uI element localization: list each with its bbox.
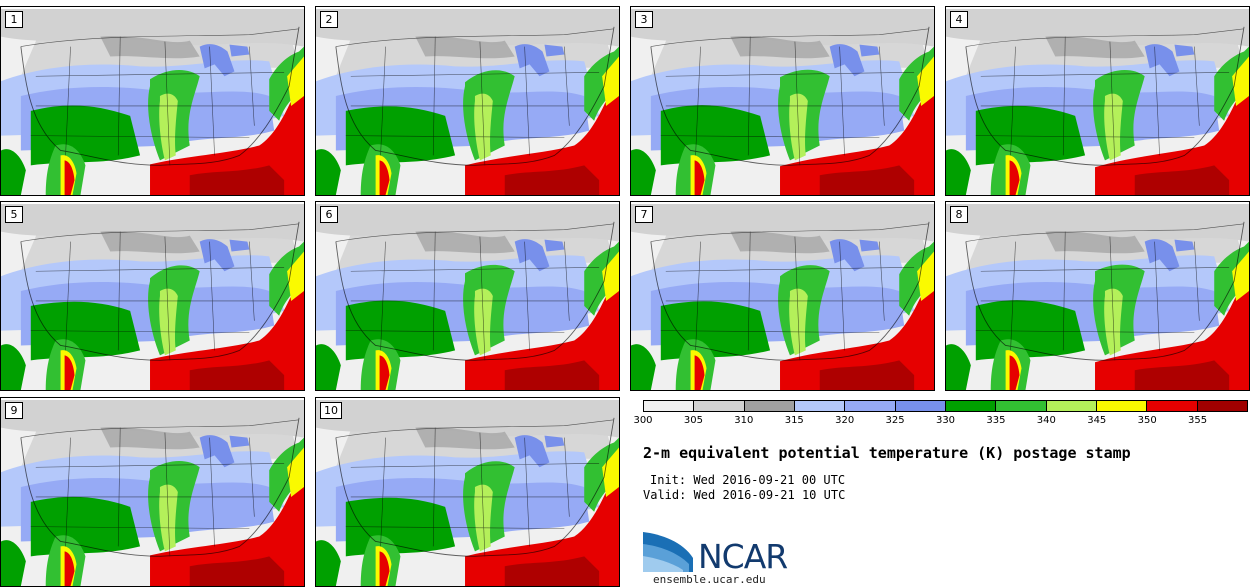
color-scale-ticks: 300 305 310 315 320 325 330 335 340 345 350 355 — [633, 415, 1248, 429]
member-panel: 8 — [945, 201, 1250, 391]
color-scale-tick-label: 355 — [1188, 415, 1208, 426]
member-number-label: 7 — [635, 206, 653, 223]
member-map — [316, 202, 619, 390]
color-swatch — [1096, 401, 1148, 411]
member-map — [316, 398, 619, 586]
color-swatch — [945, 401, 997, 411]
color-swatch — [794, 401, 846, 411]
member-panel: 2 — [315, 6, 620, 196]
valid-time: Valid: Wed 2016-09-21 10 UTC — [643, 488, 846, 502]
member-number-label: 6 — [320, 206, 338, 223]
member-panel: 4 — [945, 6, 1250, 196]
member-map — [316, 7, 619, 195]
init-time: Init: Wed 2016-09-21 00 UTC — [650, 473, 846, 487]
member-panel: 1 — [0, 6, 305, 196]
member-map — [631, 202, 934, 390]
member-map — [1, 202, 304, 390]
color-swatch — [895, 401, 946, 411]
member-map — [1, 398, 304, 586]
member-number-label: 10 — [320, 402, 342, 419]
member-number-label: 1 — [5, 11, 23, 28]
color-swatch — [694, 401, 745, 411]
member-number-label: 8 — [950, 206, 968, 223]
member-panel: 6 — [315, 201, 620, 391]
ncar-logo-icon — [643, 532, 693, 572]
color-swatch — [1046, 401, 1097, 411]
color-scale-tick-label: 335 — [986, 415, 1006, 426]
website-url: ensemble.ucar.edu — [653, 573, 766, 586]
map-title: 2-m equivalent potential temperature (K)… — [643, 444, 1131, 462]
color-swatch — [644, 401, 695, 411]
member-number-label: 5 — [5, 206, 23, 223]
member-number-label: 2 — [320, 11, 338, 28]
color-swatch — [845, 401, 896, 411]
member-map — [631, 7, 934, 195]
color-scale-tick-label: 350 — [1137, 415, 1157, 426]
member-panel: 9 — [0, 397, 305, 587]
member-panel: 10 — [315, 397, 620, 587]
member-map — [1, 7, 304, 195]
color-scale-tick-label: 310 — [734, 415, 754, 426]
color-scale-tick-label: 325 — [885, 415, 905, 426]
member-panel: 3 — [630, 6, 935, 196]
member-number-label: 9 — [5, 402, 23, 419]
color-swatch — [1147, 401, 1198, 411]
color-scale-tick-label: 330 — [935, 415, 956, 426]
color-scale-bar — [643, 400, 1248, 412]
member-map — [946, 7, 1249, 195]
color-scale-tick-label: 300 — [633, 415, 653, 426]
member-map — [946, 202, 1249, 390]
color-swatch — [1197, 401, 1247, 411]
color-scale-tick-label: 320 — [835, 415, 855, 426]
color-scale-tick-label: 340 — [1036, 415, 1056, 426]
member-panel: 5 — [0, 201, 305, 391]
color-scale-tick-label: 305 — [683, 415, 703, 426]
member-panel: 7 — [630, 201, 935, 391]
color-scale-tick-label: 315 — [784, 415, 804, 426]
color-swatch — [996, 401, 1047, 411]
member-number-label: 3 — [635, 11, 653, 28]
ncar-logo-text: NCAR — [698, 537, 788, 576]
color-scale-tick-label: 345 — [1087, 415, 1107, 426]
color-swatch — [744, 401, 795, 411]
member-number-label: 4 — [950, 11, 968, 28]
